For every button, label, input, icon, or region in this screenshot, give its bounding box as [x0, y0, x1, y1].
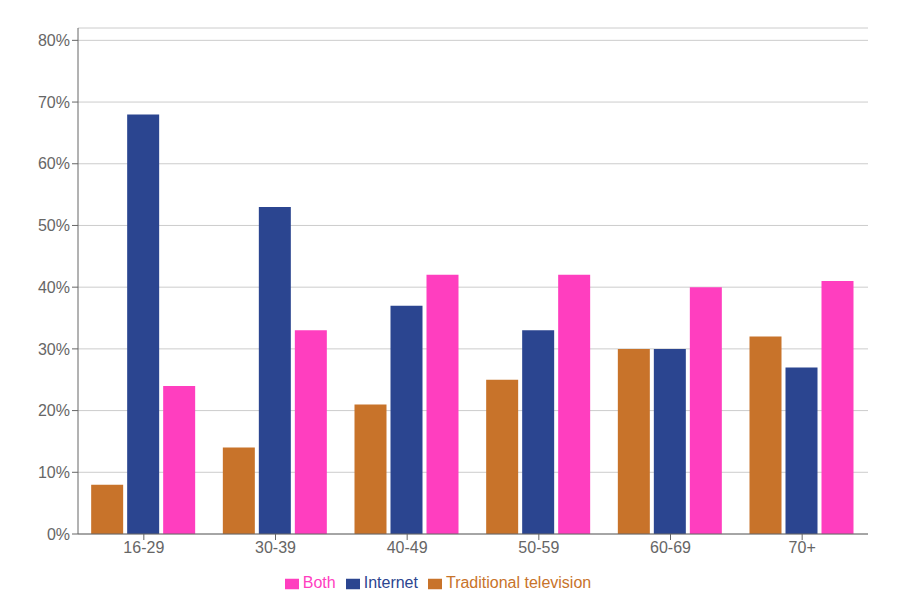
- svg-text:70%: 70%: [38, 94, 70, 111]
- svg-text:50%: 50%: [38, 217, 70, 234]
- html-text:Both: Both: [302, 574, 336, 591]
- svg-text:50-59: 50-59: [518, 539, 559, 556]
- svg-text:0%: 0%: [47, 526, 70, 543]
- svg-text:80%: 80%: [38, 32, 70, 49]
- html-text:Traditional television: Traditional television: [446, 574, 592, 591]
- html-text:Internet: Internet: [363, 574, 418, 591]
- svg-text:40%: 40%: [38, 279, 70, 296]
- svg-text:30%: 30%: [38, 341, 70, 358]
- svg-text:20%: 20%: [38, 402, 70, 419]
- svg-text:60-69: 60-69: [650, 539, 691, 556]
- svg-text:16-29: 16-29: [123, 539, 164, 556]
- svg-text:60%: 60%: [38, 155, 70, 172]
- svg-text:70+: 70+: [789, 539, 816, 556]
- svg-text:30-39: 30-39: [255, 539, 296, 556]
- svg-text:10%: 10%: [38, 464, 70, 481]
- svg-text:40-49: 40-49: [387, 539, 428, 556]
